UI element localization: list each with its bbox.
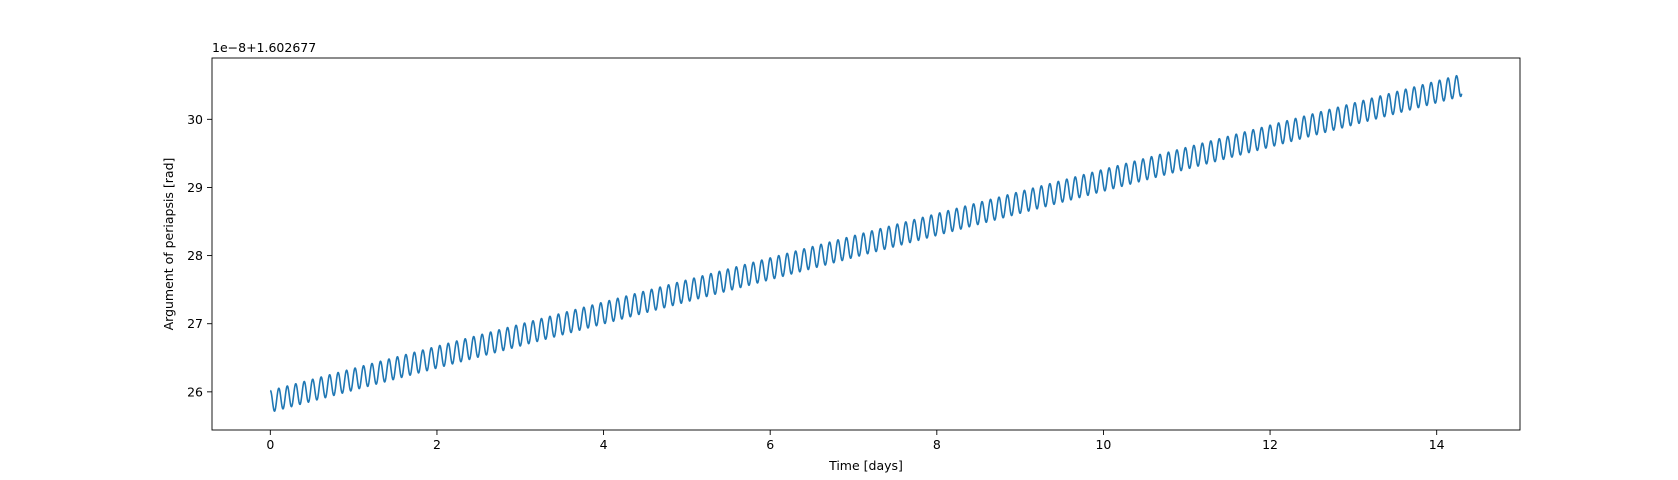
y-tick-label: 29	[187, 180, 203, 195]
series-line	[269, 74, 1463, 412]
plot-area	[211, 57, 1521, 431]
x-tick-label: 0	[266, 437, 274, 452]
x-axis-ticks: 0 2 4 6 8 10 12 14	[266, 430, 1445, 452]
y-offset-label: 1e−8+1.602677	[212, 40, 316, 55]
x-tick-label: 2	[433, 437, 441, 452]
y-axis-label: Argument of periapsis [rad]	[161, 158, 176, 331]
y-tick-label: 28	[187, 248, 203, 263]
y-axis-ticks: 26 27 28 29 30	[187, 112, 212, 399]
y-tick-label: 26	[187, 384, 203, 399]
x-tick-label: 14	[1429, 437, 1445, 452]
x-tick-label: 12	[1262, 437, 1278, 452]
axes-frame	[211, 57, 1521, 431]
y-tick-label: 27	[187, 316, 203, 331]
x-tick-label: 6	[766, 437, 774, 452]
x-tick-label: 8	[933, 437, 941, 452]
x-tick-label: 4	[600, 437, 608, 452]
y-tick-label: 30	[187, 112, 203, 127]
x-axis-label: Time [days]	[828, 458, 903, 473]
x-tick-label: 10	[1095, 437, 1111, 452]
